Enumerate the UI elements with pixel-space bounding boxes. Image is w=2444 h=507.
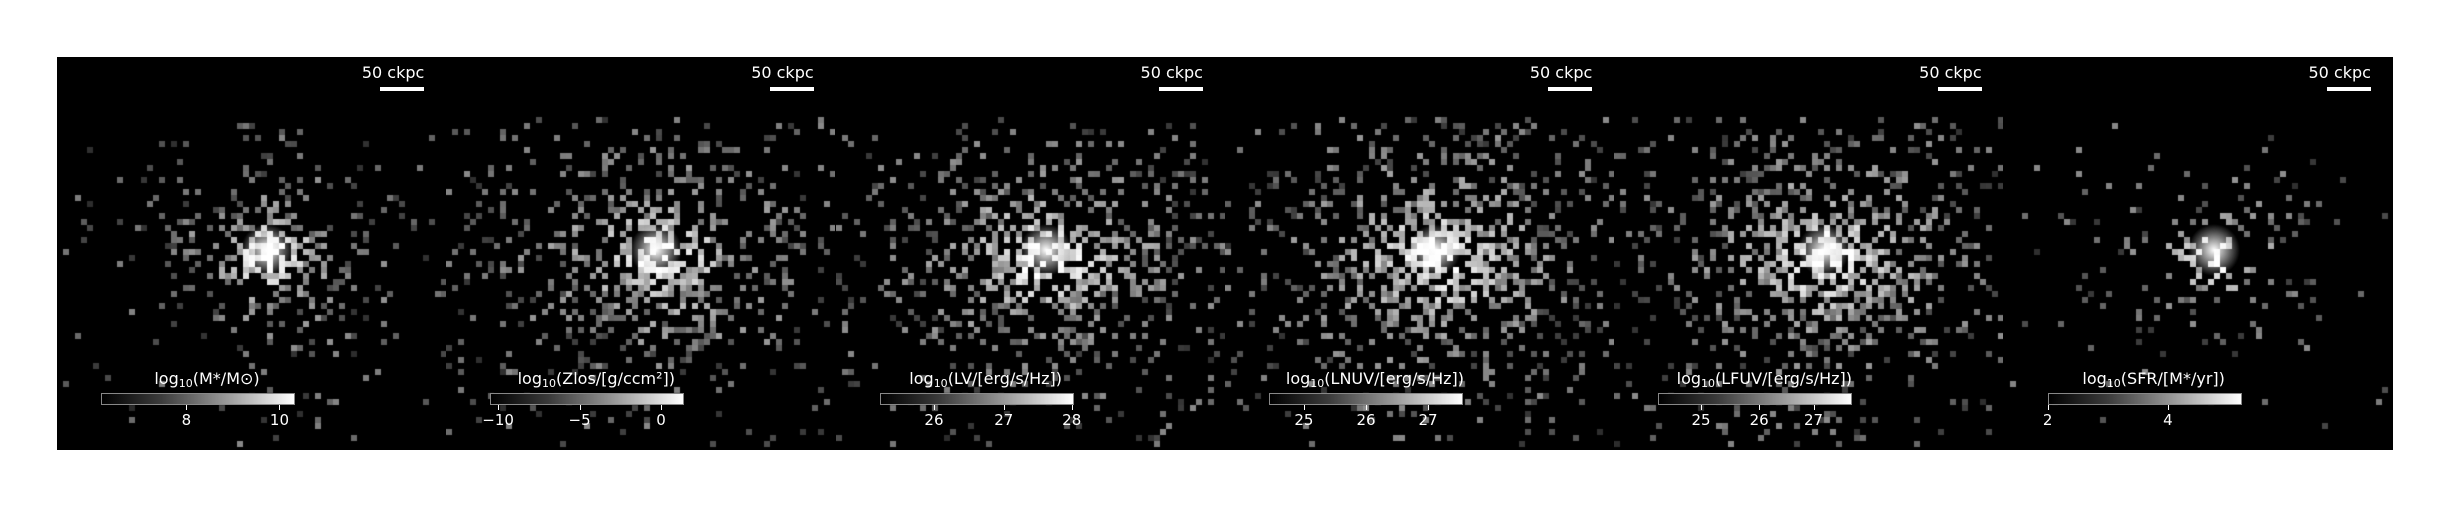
colorbar xyxy=(101,393,295,405)
galaxy-image xyxy=(57,57,446,450)
map-panel-6: 50 ckpc log10(SFR/[M*/yr]) 2 4 xyxy=(2003,57,2393,450)
colorbar xyxy=(2047,393,2242,405)
colorbar-tick xyxy=(498,405,500,410)
galaxy-image xyxy=(1224,57,1614,450)
colorbar-tick xyxy=(933,405,935,410)
colorbar-tick-label: 4 xyxy=(2163,411,2173,429)
scale-bar-label: 50 ckpc xyxy=(1529,63,1593,82)
galaxy-image xyxy=(835,57,1225,450)
colorbar-tick xyxy=(186,405,188,410)
colorbar-tick-label: 26 xyxy=(1749,411,1769,429)
scale-bar xyxy=(2326,87,2371,91)
galaxy-map-strip: 50 ckpc log10(M*/M⊙) 8 10 50 ckpc log10(Zlos/… xyxy=(57,57,2393,450)
colorbar-tick-label: 2 xyxy=(2042,411,2053,429)
map-panel-2: 50 ckpc log10(Zlos/[g/ccm²]) −10 −5 0 xyxy=(446,57,836,450)
colorbar-tick-label: 0 xyxy=(656,411,666,429)
colorbar-tick xyxy=(1003,405,1005,410)
colorbar-label: log10(LNUV/[erg/s/Hz]) xyxy=(1285,369,1465,390)
colorbar-label: log10(LV/[erg/s/Hz]) xyxy=(909,369,1062,390)
colorbar-tick-label: 10 xyxy=(269,411,290,429)
colorbar-tick-label: 28 xyxy=(1062,411,1082,429)
colorbar-tick-label: 26 xyxy=(924,411,944,429)
galaxy-image xyxy=(2003,57,2393,450)
map-panel-5: 50 ckpc log10(LFUV/[erg/s/Hz]) 25 26 27 xyxy=(1614,57,2004,450)
colorbar-tick xyxy=(1428,405,1430,410)
colorbar-tick-label: −10 xyxy=(482,411,514,429)
scale-bar-label: 50 ckpc xyxy=(751,63,814,82)
colorbar-label: log10(Zlos/[g/ccm²]) xyxy=(517,369,676,390)
colorbar-tick xyxy=(661,405,663,410)
scale-bar-label: 50 ckpc xyxy=(361,63,425,82)
colorbar-label: log10(LFUV/[erg/s/Hz]) xyxy=(1676,369,1852,390)
scale-bar-label: 50 ckpc xyxy=(1140,63,1203,82)
colorbar-tick xyxy=(279,405,281,410)
colorbar-tick xyxy=(2047,405,2049,410)
scale-bar xyxy=(1548,87,1593,91)
colorbar-tick-label: 26 xyxy=(1356,411,1376,429)
colorbar-tick-label: 27 xyxy=(994,411,1014,429)
colorbar-tick xyxy=(1303,405,1305,410)
colorbar xyxy=(879,393,1074,405)
colorbar-label: log10(SFR/[M*/yr]) xyxy=(2082,369,2225,390)
scale-bar-label: 50 ckpc xyxy=(1919,63,1982,82)
colorbar-tick xyxy=(1813,405,1815,410)
colorbar-tick-label: 27 xyxy=(1418,411,1438,429)
colorbar-tick xyxy=(1700,405,1702,410)
colorbar-tick-label: 25 xyxy=(1691,411,1711,429)
colorbar xyxy=(1658,393,1853,405)
scale-bar-label: 50 ckpc xyxy=(2308,63,2371,82)
scale-bar xyxy=(769,87,814,91)
colorbar-tick xyxy=(2167,405,2169,410)
map-panel-4: 50 ckpc log10(LNUV/[erg/s/Hz]) 25 26 27 xyxy=(1224,57,1614,450)
colorbar-label: log10(M*/M⊙) xyxy=(154,369,260,390)
scale-bar xyxy=(380,87,425,91)
galaxy-image xyxy=(446,57,836,450)
colorbar xyxy=(490,393,685,405)
colorbar-tick xyxy=(1365,405,1367,410)
colorbar-tick xyxy=(1071,405,1073,410)
scale-bar xyxy=(1158,87,1203,91)
map-panel-3: 50 ckpc log10(LV/[erg/s/Hz]) 26 27 28 xyxy=(835,57,1225,450)
map-panel-1: 50 ckpc log10(M*/M⊙) 8 10 xyxy=(57,57,446,450)
colorbar-tick-label: 27 xyxy=(1803,411,1824,429)
colorbar xyxy=(1268,393,1463,405)
colorbar-tick-label: −5 xyxy=(568,411,591,429)
colorbar-tick xyxy=(579,405,581,410)
colorbar-tick-label: 25 xyxy=(1294,411,1314,429)
galaxy-image xyxy=(1614,57,2004,450)
colorbar-tick-label: 8 xyxy=(181,411,192,429)
colorbar-tick xyxy=(1759,405,1761,410)
scale-bar xyxy=(1937,87,1982,91)
